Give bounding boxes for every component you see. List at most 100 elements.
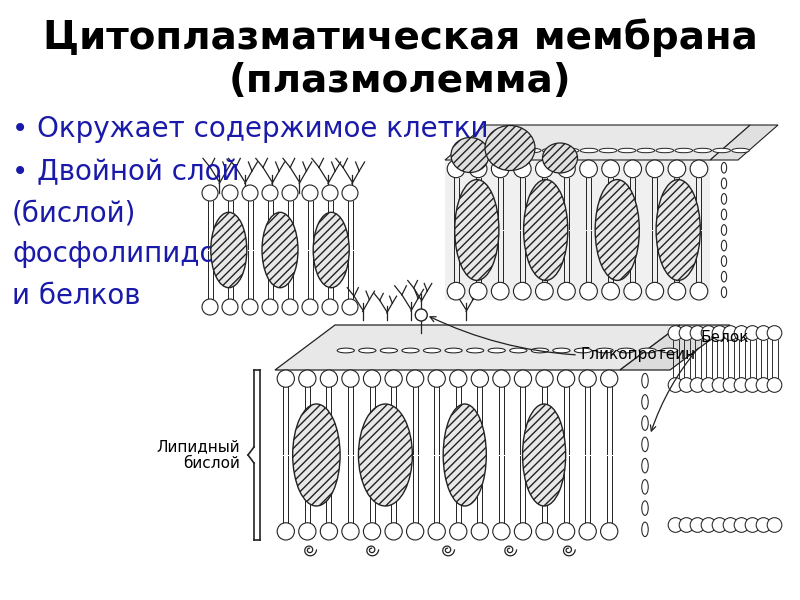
Polygon shape bbox=[620, 325, 730, 370]
Ellipse shape bbox=[734, 377, 749, 392]
Ellipse shape bbox=[767, 518, 782, 532]
Ellipse shape bbox=[553, 348, 570, 353]
Ellipse shape bbox=[542, 143, 578, 173]
Circle shape bbox=[282, 299, 298, 315]
Ellipse shape bbox=[454, 179, 499, 280]
Circle shape bbox=[558, 370, 574, 387]
Ellipse shape bbox=[656, 148, 674, 153]
Circle shape bbox=[470, 160, 487, 178]
Ellipse shape bbox=[661, 348, 678, 353]
Circle shape bbox=[602, 283, 619, 300]
Ellipse shape bbox=[723, 518, 738, 532]
Text: Липидный
бислой: Липидный бислой bbox=[156, 439, 240, 471]
Ellipse shape bbox=[595, 179, 639, 280]
Ellipse shape bbox=[701, 326, 716, 340]
Circle shape bbox=[690, 160, 708, 178]
Ellipse shape bbox=[756, 518, 771, 532]
Circle shape bbox=[298, 370, 316, 387]
Ellipse shape bbox=[505, 148, 522, 153]
Ellipse shape bbox=[734, 518, 749, 532]
Ellipse shape bbox=[637, 148, 654, 153]
Ellipse shape bbox=[701, 377, 716, 392]
Ellipse shape bbox=[723, 326, 738, 340]
Ellipse shape bbox=[712, 326, 727, 340]
Ellipse shape bbox=[522, 404, 566, 506]
Circle shape bbox=[579, 523, 596, 540]
Ellipse shape bbox=[756, 326, 771, 340]
Ellipse shape bbox=[712, 518, 727, 532]
Polygon shape bbox=[445, 125, 750, 160]
Circle shape bbox=[624, 283, 642, 300]
Circle shape bbox=[298, 523, 316, 540]
Ellipse shape bbox=[690, 518, 705, 532]
Circle shape bbox=[242, 185, 258, 201]
Ellipse shape bbox=[574, 348, 591, 353]
Circle shape bbox=[601, 523, 618, 540]
Circle shape bbox=[342, 185, 358, 201]
Ellipse shape bbox=[713, 148, 730, 153]
Ellipse shape bbox=[690, 377, 705, 392]
Ellipse shape bbox=[732, 148, 750, 153]
Ellipse shape bbox=[745, 377, 760, 392]
Circle shape bbox=[491, 160, 509, 178]
Ellipse shape bbox=[694, 148, 711, 153]
Bar bbox=[445, 160, 710, 300]
Ellipse shape bbox=[642, 395, 648, 409]
Ellipse shape bbox=[712, 377, 727, 392]
Ellipse shape bbox=[722, 287, 726, 298]
Circle shape bbox=[493, 370, 510, 387]
Circle shape bbox=[624, 160, 642, 178]
Polygon shape bbox=[275, 325, 680, 370]
Circle shape bbox=[385, 370, 402, 387]
Circle shape bbox=[514, 160, 531, 178]
Text: (плазмолемма): (плазмолемма) bbox=[229, 62, 571, 100]
Circle shape bbox=[385, 523, 402, 540]
Circle shape bbox=[579, 370, 596, 387]
Ellipse shape bbox=[293, 404, 340, 506]
Circle shape bbox=[320, 370, 338, 387]
Circle shape bbox=[514, 283, 531, 300]
Ellipse shape bbox=[767, 377, 782, 392]
Ellipse shape bbox=[618, 148, 636, 153]
Text: • Двойной слой
(бислой)
фосфолипидов
и белков: • Двойной слой (бислой) фосфолипидов и б… bbox=[12, 158, 239, 310]
Circle shape bbox=[277, 523, 294, 540]
Ellipse shape bbox=[722, 163, 726, 173]
Circle shape bbox=[363, 370, 381, 387]
Ellipse shape bbox=[701, 518, 716, 532]
Circle shape bbox=[415, 309, 427, 321]
Text: Гликопротеин: Гликопротеин bbox=[580, 347, 695, 362]
Circle shape bbox=[514, 523, 531, 540]
Ellipse shape bbox=[531, 348, 549, 353]
Circle shape bbox=[428, 370, 446, 387]
Polygon shape bbox=[710, 125, 778, 160]
Circle shape bbox=[322, 299, 338, 315]
Circle shape bbox=[202, 185, 218, 201]
Circle shape bbox=[536, 523, 553, 540]
Ellipse shape bbox=[690, 326, 705, 340]
Ellipse shape bbox=[580, 148, 598, 153]
Ellipse shape bbox=[642, 437, 648, 452]
Ellipse shape bbox=[679, 326, 694, 340]
Circle shape bbox=[202, 299, 218, 315]
Circle shape bbox=[668, 283, 686, 300]
Circle shape bbox=[558, 283, 575, 300]
Ellipse shape bbox=[486, 148, 503, 153]
Ellipse shape bbox=[524, 179, 568, 280]
Circle shape bbox=[558, 160, 575, 178]
Ellipse shape bbox=[445, 348, 462, 353]
Circle shape bbox=[447, 283, 465, 300]
Circle shape bbox=[690, 283, 708, 300]
Circle shape bbox=[580, 283, 598, 300]
Ellipse shape bbox=[722, 256, 726, 266]
Ellipse shape bbox=[668, 377, 683, 392]
Circle shape bbox=[601, 370, 618, 387]
Ellipse shape bbox=[722, 240, 726, 251]
Circle shape bbox=[222, 299, 238, 315]
Ellipse shape bbox=[745, 518, 760, 532]
Ellipse shape bbox=[402, 348, 419, 353]
Circle shape bbox=[470, 283, 487, 300]
Ellipse shape bbox=[767, 326, 782, 340]
Circle shape bbox=[342, 523, 359, 540]
Ellipse shape bbox=[675, 148, 693, 153]
Ellipse shape bbox=[466, 348, 484, 353]
